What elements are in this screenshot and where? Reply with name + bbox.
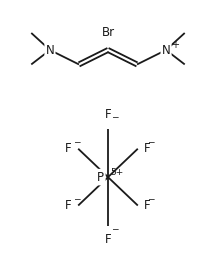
Text: 5+: 5+ [110, 168, 123, 177]
Text: −: − [111, 112, 119, 121]
Text: F: F [105, 108, 111, 121]
Text: −: − [73, 194, 81, 203]
Text: F: F [65, 199, 72, 212]
Text: −: − [147, 194, 155, 203]
Text: F: F [144, 199, 151, 212]
Text: N: N [46, 43, 54, 57]
Text: F: F [105, 233, 111, 246]
Text: F: F [144, 142, 151, 155]
Text: P: P [97, 171, 104, 184]
Text: F: F [65, 142, 72, 155]
Text: Br: Br [102, 26, 114, 40]
Text: −: − [111, 224, 119, 233]
Text: N: N [162, 43, 170, 57]
Text: +: + [171, 40, 179, 50]
Text: −: − [73, 137, 81, 146]
Text: −: − [147, 137, 155, 146]
